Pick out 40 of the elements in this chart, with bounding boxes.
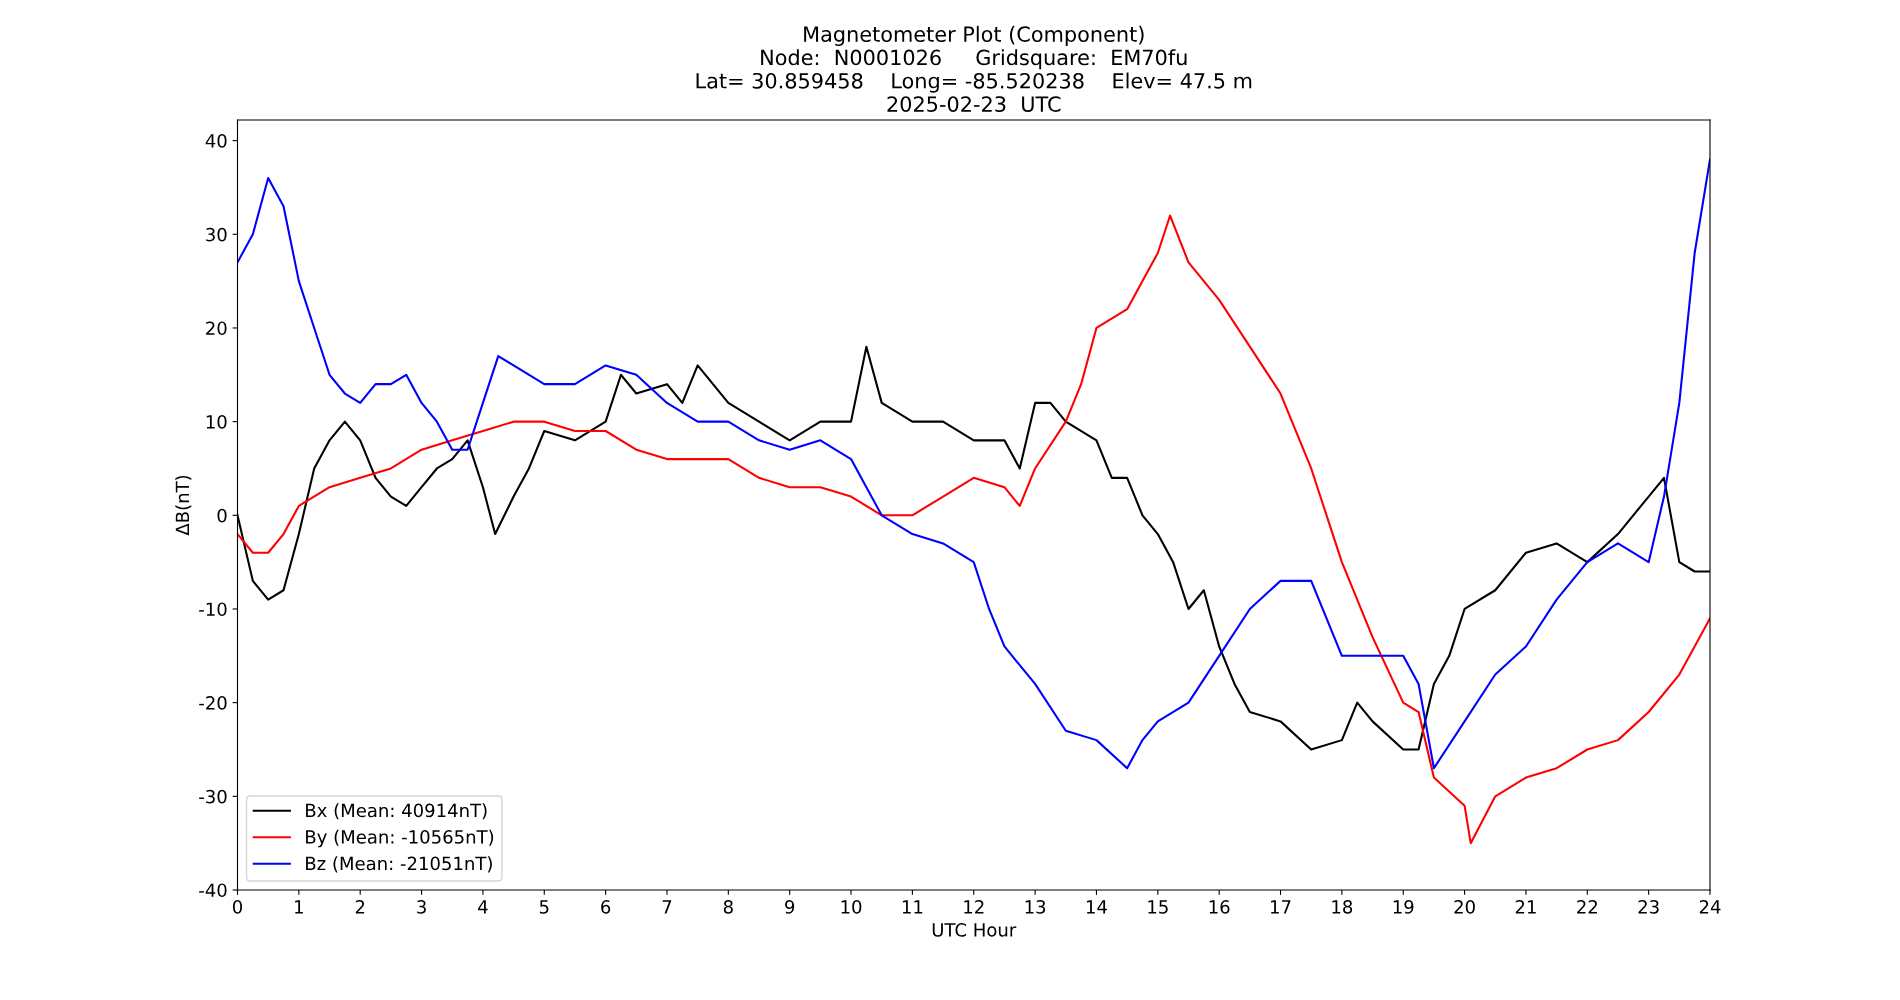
y-tick-label: -40 [199, 883, 227, 898]
y-tick-label: -30 [199, 789, 227, 804]
x-tick-label: 6 [601, 900, 611, 914]
x-tick-label: 18 [1332, 900, 1353, 914]
y-tick-label: 0 [217, 508, 227, 523]
x-tick-label: 14 [1086, 900, 1107, 914]
x-tick-label: 16 [1209, 900, 1230, 914]
chart-title: Magnetometer Plot (Component) Node: N0001026 Gridsquare: EM70fu Lat= 30.859458 Long= -85.520238 Elev= 47.5 m 2025-02-23 UTC [696, 25, 1252, 112]
legend-label: Bz (Mean: -21051nT) [306, 856, 492, 873]
x-tick-label: 2 [355, 900, 365, 914]
x-axis-title: UTC Hour [932, 923, 1017, 937]
x-tick-label: 3 [417, 900, 426, 914]
legend-label: Bx (Mean: 40914nT) [306, 803, 487, 820]
x-tick-label: 19 [1393, 900, 1414, 914]
y-tick-label: -20 [199, 696, 227, 710]
x-tick-label: 23 [1638, 900, 1659, 914]
x-tick-label: 12 [964, 900, 984, 914]
legend-label: By (Mean: -10565nT) [306, 829, 494, 848]
x-tick-label: 7 [662, 900, 672, 914]
y-tick-label: -10 [199, 602, 227, 617]
x-tick-label: 4 [478, 900, 488, 914]
x-tick-label: 22 [1577, 900, 1597, 914]
x-tick-label: 5 [539, 900, 549, 914]
x-tick-label: 24 [1699, 900, 1721, 914]
x-tick-label: 15 [1148, 900, 1168, 914]
y-tick-label: 10 [206, 415, 227, 429]
x-tick-label: 17 [1271, 900, 1291, 914]
y-axis-title: ΔB(nT) [175, 475, 192, 536]
y-tick-label: 40 [205, 134, 227, 148]
x-tick-label: 8 [723, 900, 733, 914]
x-tick-label: 10 [841, 900, 862, 914]
x-tick-label: 13 [1025, 900, 1046, 914]
y-tick-label: 20 [206, 321, 227, 336]
x-tick-label: 0 [232, 900, 243, 914]
x-tick-label: 21 [1515, 900, 1536, 914]
x-tick-label: 11 [902, 900, 923, 914]
x-tick-label: 20 [1454, 900, 1475, 914]
y-tick-label: 30 [206, 227, 227, 242]
x-tick-label: 9 [785, 900, 795, 914]
x-tick-label: 1 [295, 900, 303, 914]
